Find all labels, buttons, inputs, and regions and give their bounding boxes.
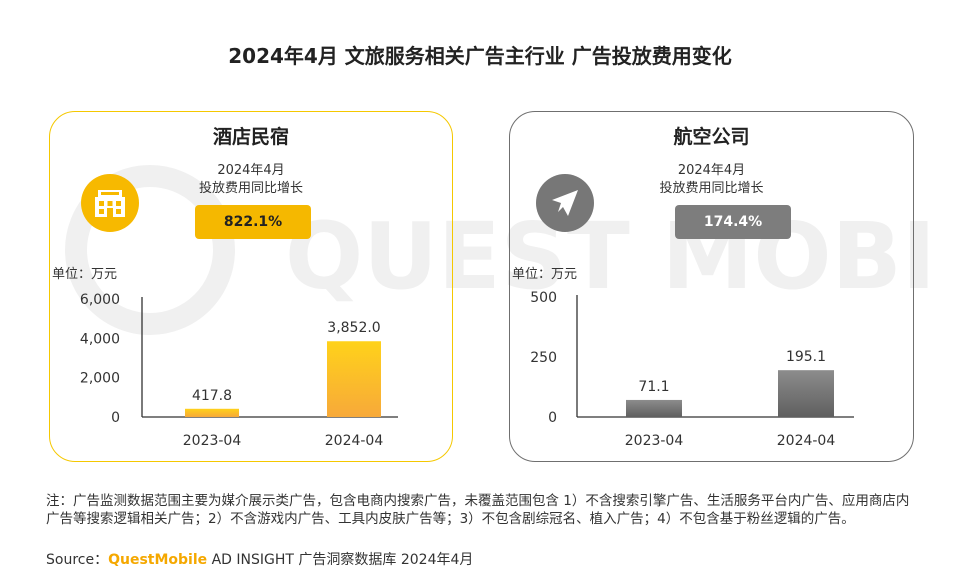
airplane-icon <box>536 174 594 232</box>
growth-caption: 2024年4月 投放费用同比增长 <box>659 163 764 196</box>
panel-hotel: 酒店民宿 2024年4月 投放费用同比增长 822.1% 单位：万元 0 2,00… <box>49 111 453 462</box>
source-suffix: AD INSIGHT 广告洞察数据库 2024年4月 <box>207 552 474 568</box>
bar-value-label: 417.8 <box>192 388 232 404</box>
x-tick-label: 2023-04 <box>183 433 242 449</box>
y-tick-label: 6,000 <box>80 292 120 308</box>
x-tick-label: 2023-04 <box>625 433 684 449</box>
growth-caption: 2024年4月 投放费用同比增长 <box>198 163 303 196</box>
bar-chart-airline: 0 250 500 71.1 2023-04 195.1 2024-04 <box>530 290 854 449</box>
y-tick-label: 0 <box>111 410 120 426</box>
source-prefix: Source： <box>46 552 109 568</box>
unit-label: 单位：万元 <box>52 267 118 282</box>
y-tick-label: 4,000 <box>80 331 120 347</box>
y-tick-label: 250 <box>530 350 557 366</box>
bar-chart-hotel: 0 2,000 4,000 6,000 417.8 2023-04 3,852.0 2024-… <box>80 292 398 449</box>
x-tick-label: 2024-04 <box>325 433 384 449</box>
bar-value-label: 195.1 <box>786 349 826 365</box>
source-line: Source：QuestMobile AD INSIGHT 广告洞察数据库 20… <box>46 549 473 569</box>
panel-title: 酒店民宿 <box>212 126 289 148</box>
unit-label: 单位：万元 <box>512 267 578 282</box>
x-tick-label: 2024-04 <box>777 433 836 449</box>
y-tick-label: 0 <box>548 410 557 426</box>
chart-title: 2024年4月 文旅服务相关广告主行业 广告投放费用变化 <box>228 44 732 68</box>
growth-badge: 174.4% <box>675 205 791 239</box>
source-brand: QuestMobile <box>108 552 208 568</box>
y-tick-label: 500 <box>530 290 557 306</box>
bar-2024-04 <box>778 370 834 417</box>
panel-airline: 航空公司 2024年4月 投放费用同比增长 174.4% 单位：万元 0 250 5… <box>509 111 914 462</box>
y-tick-label: 2,000 <box>80 371 120 387</box>
growth-badge: 822.1% <box>195 205 311 239</box>
bar-value-label: 3,852.0 <box>327 320 380 336</box>
hotel-icon <box>81 174 139 232</box>
footnote: 注：广告监测数据范围主要为媒介展示类广告，包含电商内搜索广告，未覆盖范围包含 1… <box>46 493 910 527</box>
bar-2023-04 <box>626 399 682 417</box>
bar-2024-04 <box>327 341 381 417</box>
bar-2023-04 <box>185 408 239 417</box>
bar-value-label: 71.1 <box>638 379 669 395</box>
panel-title: 航空公司 <box>673 126 750 148</box>
